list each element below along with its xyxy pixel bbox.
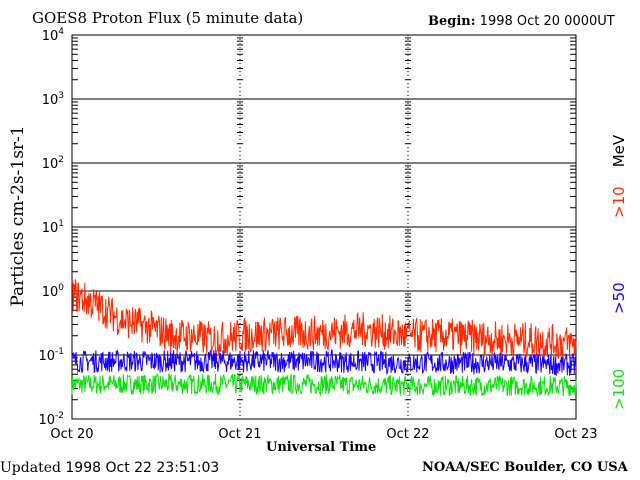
y-tick-label: 102	[42, 155, 64, 172]
y-tick-label: 104	[42, 27, 65, 44]
legend-gt10-unit: MeV	[610, 134, 628, 168]
legend-gt50-label: >50	[610, 282, 628, 314]
begin-label: Begin:	[428, 14, 476, 29]
y-tick-label: 10-2	[38, 411, 64, 428]
x-tick-label: Oct 23	[554, 427, 597, 442]
series-line-gt50	[71, 348, 577, 376]
plot-frame	[71, 34, 577, 420]
series-line-gt100	[71, 372, 577, 397]
legend-gt10-label: >10	[610, 186, 628, 218]
begin-time: Begin: 1998 Oct 20 0000UT	[428, 14, 615, 29]
legend-gt100: >100	[610, 369, 628, 410]
legend-gt10: >10 MeV	[610, 135, 628, 218]
x-tick-label: Oct 22	[386, 427, 429, 442]
updated-time: Updated 1998 Oct 22 23:51:03	[0, 460, 219, 476]
x-axis-label: Universal Time	[266, 440, 377, 455]
y-tick-label: 103	[42, 91, 64, 108]
chart-title: GOES8 Proton Flux (5 minute data)	[32, 9, 304, 27]
updated-value: 1998 Oct 22 23:51:03	[60, 460, 220, 476]
credit-text: NOAA/SEC Boulder, CO USA	[422, 460, 628, 475]
updated-label: Updated	[0, 460, 61, 476]
y-axis-label: Particles cm-2s-1sr-1	[8, 125, 28, 307]
y-tick-label: 101	[42, 219, 64, 236]
legend-gt100-label: >100	[610, 368, 628, 410]
y-tick-label: 10-1	[38, 347, 64, 364]
begin-value: 1998 Oct 20 0000UT	[475, 14, 615, 29]
x-tick-label: Oct 20	[50, 427, 93, 442]
series-line-gt10	[71, 279, 577, 360]
y-tick-label: 100	[42, 283, 65, 300]
legend-gt50: >50	[610, 282, 628, 314]
x-tick-label: Oct 21	[218, 427, 261, 442]
